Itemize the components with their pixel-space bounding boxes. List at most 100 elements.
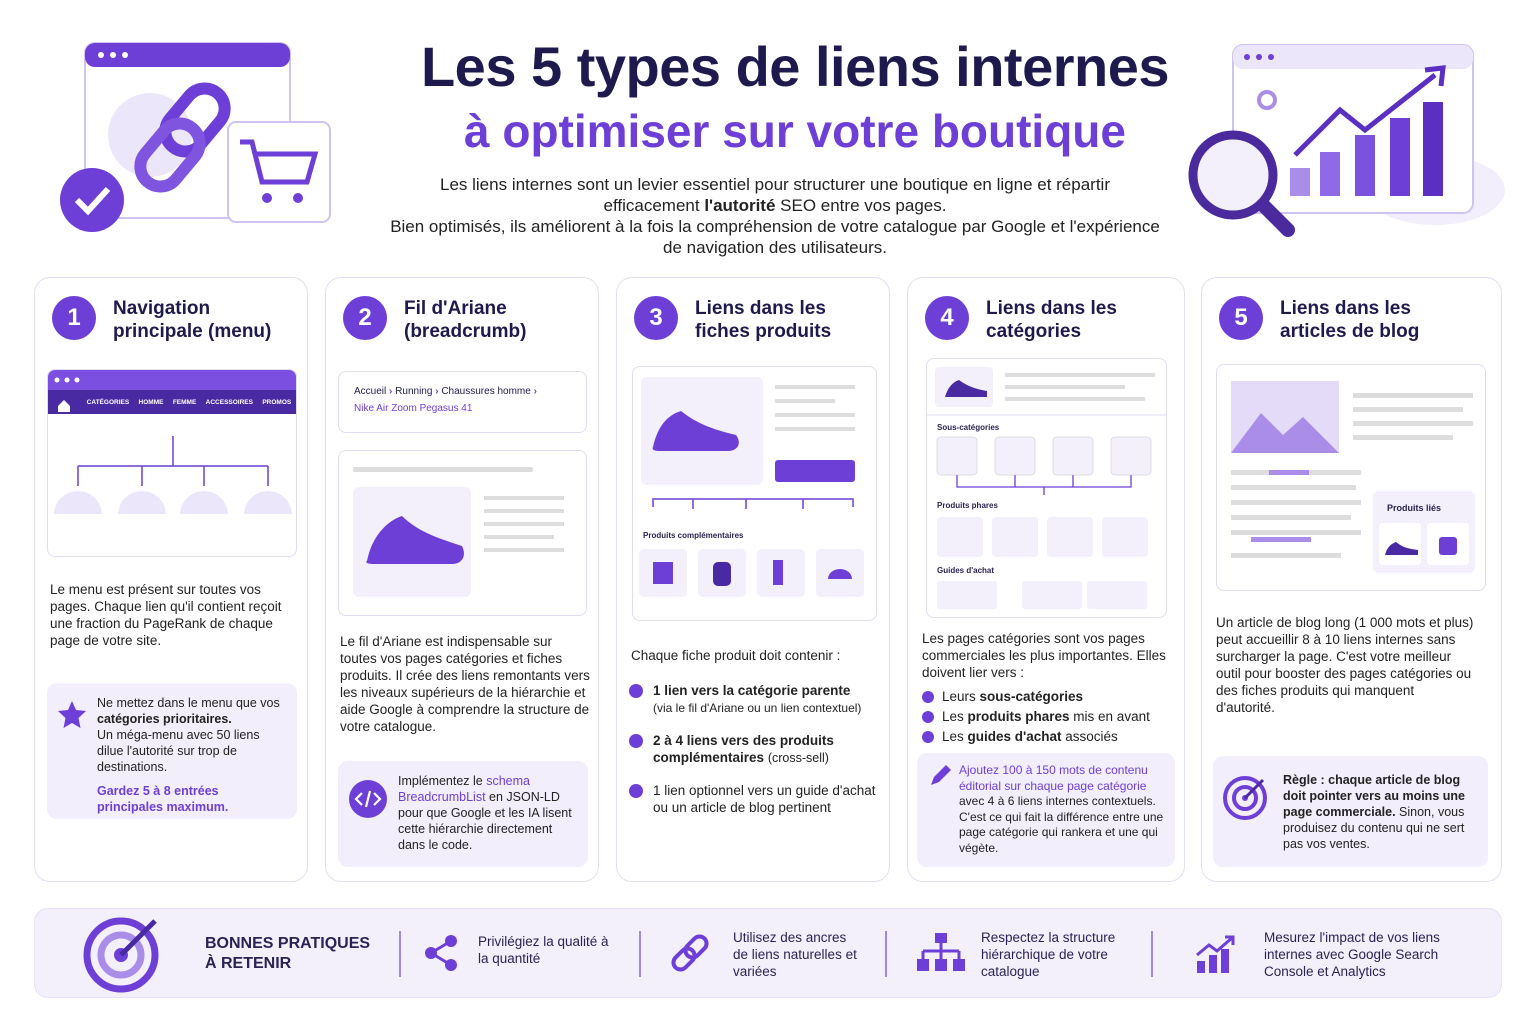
- tip-box: Ajoutez 100 à 150 mots de contenu éditor…: [917, 753, 1175, 867]
- card-description: Le fil d'Ariane est indispensable sur to…: [340, 634, 590, 734]
- chart-icon: [1196, 935, 1235, 973]
- card-description: Les pages catégories sont vos pages comm…: [922, 631, 1166, 680]
- card-description: Un article de blog long (1 000 mots et p…: [1216, 615, 1474, 715]
- item-text: associés: [1061, 729, 1118, 744]
- category-mockup: Sous-catégories Produits phares Guides d…: [926, 358, 1167, 618]
- tip-box: Implémentez le schema BreadcrumbList en …: [338, 761, 588, 867]
- item-strong: guides d'achat: [967, 729, 1062, 744]
- tip-text: Sinon, vous produisez du contenu qui ne …: [1283, 805, 1465, 851]
- tip-highlight: Ajoutez 100 à 150 mots de contenu éditor…: [959, 763, 1148, 793]
- card-description: Chaque fiche produit doit contenir :: [631, 648, 841, 663]
- intro-text: Les liens internes sont un levier essent…: [440, 175, 1110, 215]
- tip-text: Implémentez le: [398, 774, 487, 788]
- item-strong: 2 à 4 liens vers des produits complément…: [653, 733, 834, 765]
- card: 5 Liens dans les articles de blog Produi…: [1201, 277, 1502, 882]
- star-icon: [58, 701, 86, 728]
- check-list: Leurs sous-catégories Les produits phare…: [922, 687, 1177, 747]
- mockup-label: Produits complémentaires: [643, 531, 744, 540]
- item-text: Leurs: [942, 689, 980, 704]
- tip-text: en JSON-LD: [485, 790, 560, 804]
- menu-item: CATÉGORIES: [86, 398, 130, 406]
- category-drawing: [927, 367, 1166, 609]
- list-item: 2 à 4 liens vers des produits complément…: [629, 732, 884, 782]
- item-strong: produits phares: [967, 709, 1070, 724]
- tip-text: Un méga-menu avec 50 liens dilue l'autor…: [97, 728, 260, 774]
- list-item: Leurs sous-catégories: [922, 687, 1177, 707]
- mockup-label: Guides d'achat: [937, 566, 995, 575]
- mockup-label: Sous-catégories: [937, 423, 1000, 432]
- tip-strong: catégories prioritaires.: [97, 712, 232, 726]
- intro-strong: l'autorité: [704, 196, 776, 215]
- intro: Les liens internes sont un levier essent…: [390, 174, 1160, 258]
- tip-text: pour que Google et les IA lisent cette h…: [398, 806, 572, 852]
- tip-text: Ne mettez dans le menu que vos: [97, 696, 280, 710]
- footer-target-icon: [83, 917, 159, 993]
- tip-text: avec 4 à 6 liens internes contextuels. C…: [959, 794, 1164, 855]
- item-strong: sous-catégories: [979, 689, 1084, 704]
- intro-text: Bien optimisés, ils améliorent à la fois…: [390, 217, 1160, 257]
- product-page-mockup: Produits complémentaires: [632, 366, 877, 621]
- list-item: 1 lien vers la catégorie parente (via le …: [629, 682, 884, 732]
- breadcrumb-item: Accueil: [354, 386, 387, 397]
- list-item: Les produits phares mis en avant: [922, 707, 1177, 727]
- card-title: Liens dans les articles de blog: [1280, 298, 1420, 342]
- list-item: 1 lien optionnel vers un guide d'achat o…: [629, 782, 884, 816]
- menu-mockup: CATÉGORIES HOMME FEMME ACCESSOIRES PROMO…: [47, 369, 297, 557]
- item-text: Les: [942, 729, 968, 744]
- code-icon: [349, 780, 387, 818]
- check-list: 1 lien vers la catégorie parente (via le …: [629, 682, 884, 816]
- product-mockup: [338, 450, 587, 616]
- pencil-icon: [931, 765, 951, 785]
- card: 2 Fil d'Ariane (breadcrumb) Accueil › Ru…: [325, 277, 599, 882]
- growth-illustration: [1188, 44, 1505, 237]
- item-text: Les: [942, 709, 968, 724]
- tip-strong: Règle : chaque article de blog doit poin…: [1283, 773, 1465, 819]
- subtitle: à optimiser sur votre boutique: [464, 105, 1126, 157]
- card-number: 4: [925, 296, 969, 340]
- mockup-label: Produits phares: [937, 501, 998, 510]
- footer-item: Privilégiez la qualité à la quantité: [478, 934, 609, 966]
- title: Les 5 types de liens internes: [420, 35, 1170, 98]
- product-page-drawing: [639, 377, 864, 597]
- link-illustration: [60, 42, 331, 232]
- item-strong: 1 lien vers la catégorie parente: [653, 683, 851, 698]
- blog-mockup: Produits liés: [1216, 364, 1486, 591]
- footer-item: Mesurez l'impact de vos liens internes a…: [1264, 930, 1440, 979]
- target-icon: [1223, 776, 1267, 820]
- breadcrumb-current: Nike Air Zoom Pegasus 41: [354, 403, 473, 414]
- item-text: (cross-sell): [767, 751, 829, 765]
- share-icon: [425, 935, 457, 971]
- tip-box: Règle : chaque article de blog doit poin…: [1213, 756, 1488, 867]
- tip-highlight: Gardez 5 à 8 entrées principales maximum…: [97, 784, 229, 814]
- breadcrumb-item: Chaussures homme: [441, 386, 531, 397]
- card-title: Navigation principale (menu): [113, 298, 272, 342]
- card-title: Liens dans les fiches produits: [695, 298, 832, 342]
- intro-text: SEO entre vos pages.: [775, 196, 947, 215]
- breadcrumb-mockup: Accueil › Running › Chaussures homme › N…: [338, 371, 587, 433]
- footer-item: Respectez la structure hiérarchique de v…: [981, 930, 1116, 979]
- breadcrumb-item: Running: [395, 386, 433, 397]
- blog-drawing: [1231, 381, 1475, 573]
- card-number: 2: [343, 296, 387, 340]
- card: 3 Liens dans les fiches produits Produit…: [616, 277, 890, 882]
- card-title: Fil d'Ariane (breadcrumb): [404, 298, 527, 342]
- mockup-label: Produits liés: [1387, 503, 1442, 513]
- footer-item: Utilisez des ancres de liens naturelles …: [733, 930, 857, 979]
- card-number: 3: [634, 296, 678, 340]
- item-text: 1 lien optionnel vers un guide d'achat o…: [653, 783, 876, 815]
- card-number: 5: [1219, 296, 1263, 340]
- item-text: mis en avant: [1069, 709, 1150, 724]
- item-text: (via le fil d'Ariane ou un lien contextu…: [653, 701, 862, 715]
- footer-title: BONNES PRATIQUES À RETENIR: [205, 935, 371, 972]
- card-number: 1: [52, 296, 96, 340]
- menu-item: FEMME: [172, 398, 197, 406]
- hierarchy-icon: [917, 933, 965, 971]
- menu-item: PROMOS: [262, 398, 292, 406]
- footer: BONNES PRATIQUES À RETENIR Privilégiez l…: [34, 908, 1502, 998]
- tip-highlight: schema BreadcrumbList: [398, 774, 531, 804]
- card: 1 Navigation principale (menu) CATÉGORIE…: [34, 277, 308, 882]
- card-description: Le menu est présent sur toutes vos pages…: [50, 582, 282, 648]
- menu-item: ACCESSOIRES: [205, 398, 253, 406]
- list-item: Les guides d'achat associés: [922, 727, 1177, 747]
